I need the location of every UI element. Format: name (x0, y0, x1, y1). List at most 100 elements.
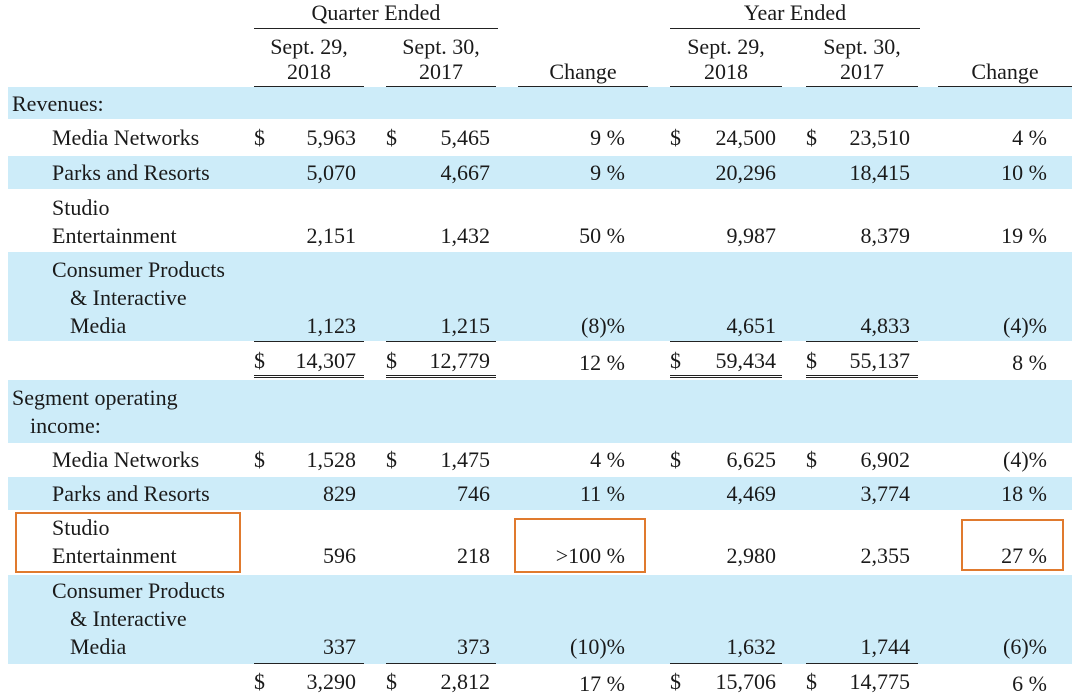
row-label: Consumer Products (52, 257, 225, 282)
cell-y17: 18,415 (849, 160, 911, 185)
band-parks-income (8, 477, 1072, 510)
cell-qchg: 11 % (579, 481, 625, 506)
cell-ychg: (6)% (1003, 634, 1047, 659)
col-q18-line1: Sept. 29, (270, 34, 348, 59)
cell-q18: 1,123 (306, 313, 357, 338)
cell-q18: 337 (323, 634, 356, 659)
cell-y17: 4,833 (860, 313, 911, 338)
cell-q17: 1,432 (440, 223, 491, 248)
cell-q17: 4,667 (440, 160, 491, 185)
row-label: Media Networks (52, 447, 200, 472)
col-y17-line2: 2017 (840, 59, 884, 84)
row-label: Media (70, 634, 127, 659)
col-qchg-header: Change (549, 59, 617, 84)
highlight-box-studio-label (15, 512, 241, 573)
cell-q17: 1,475 (440, 447, 491, 472)
cell-q17: 5,465 (440, 125, 491, 150)
cell-y18: 9,987 (726, 223, 777, 248)
row-label: Entertainment (52, 543, 177, 568)
cell-y17: 2,355 (860, 543, 911, 568)
currency-symbol: $ (386, 348, 397, 373)
currency-symbol: $ (386, 669, 397, 694)
header-rule-q18 (254, 86, 364, 87)
band-segment-header (8, 380, 1072, 443)
total-double-rule-q18 (254, 375, 364, 378)
currency-symbol: $ (670, 125, 681, 150)
total-qchg: 12 % (579, 350, 625, 375)
header-rule-qchg (518, 86, 648, 87)
cell-q18: 1,528 (306, 447, 357, 472)
segment-section-label: Segment operating (12, 385, 178, 410)
currency-symbol: $ (386, 447, 397, 472)
header-rule-ychg (938, 86, 1072, 87)
cell-q17: 218 (457, 543, 490, 568)
currency-symbol: $ (806, 348, 817, 373)
cell-qchg: 9 % (590, 160, 625, 185)
cell-y18: 4,651 (726, 313, 777, 338)
cell-q17: 373 (457, 634, 490, 659)
row-label: & Interactive (70, 606, 187, 631)
highlight-box-studio-qchg (514, 518, 646, 573)
header-rule-y17 (806, 86, 918, 87)
subtotal-rule-q18 (254, 341, 364, 342)
row-label: & Interactive (70, 285, 187, 310)
currency-symbol: $ (386, 125, 397, 150)
cell-ychg: (4)% (1003, 447, 1047, 472)
cell-ychg: 27 % (1001, 543, 1047, 568)
currency-symbol: $ (254, 669, 265, 694)
total-ychg: 8 % (1012, 350, 1047, 375)
cell-q18: 596 (323, 543, 356, 568)
cell-qchg: 4 % (590, 447, 625, 472)
cell-q18: 829 (323, 481, 356, 506)
subtotal-rule-q17 (386, 663, 496, 664)
cell-q18: 5,070 (306, 160, 357, 185)
total-y18: 59,434 (715, 348, 777, 373)
subtotal-rule-y17 (806, 663, 918, 664)
cell-qchg: 50 % (579, 223, 625, 248)
band-consumer-income (8, 575, 1072, 664)
subtotal-rule-y17 (806, 341, 918, 342)
total-q17: 12,779 (429, 348, 491, 373)
revenues-section-label: Revenues: (12, 91, 104, 116)
currency-symbol: $ (670, 348, 681, 373)
total-y17: 14,775 (849, 669, 911, 694)
quarter-ended-header: Quarter Ended (311, 0, 441, 25)
row-label: Media (70, 313, 127, 338)
subtotal-rule-y18 (670, 663, 782, 664)
year-ended-header: Year Ended (743, 0, 847, 25)
year-ended-rule (670, 28, 920, 29)
col-q18-line2: 2018 (287, 59, 331, 84)
col-y18-line2: 2018 (704, 59, 748, 84)
cell-y18: 24,500 (715, 125, 777, 150)
cell-ychg: 18 % (1001, 481, 1047, 506)
row-label: Entertainment (52, 223, 177, 248)
cell-ychg: (4)% (1003, 313, 1047, 338)
col-ychg-header: Change (971, 59, 1039, 84)
cell-qchg: (10)% (570, 634, 625, 659)
cell-y17: 3,774 (860, 481, 911, 506)
quarter-ended-rule (254, 28, 498, 29)
currency-symbol: $ (254, 125, 265, 150)
cell-ychg: 4 % (1012, 125, 1047, 150)
total-q17: 2,812 (440, 669, 491, 694)
header-rule-q17 (386, 86, 496, 87)
band-revenues-header (8, 87, 1072, 119)
cell-y18: 6,625 (726, 447, 777, 472)
cell-y17: 8,379 (860, 223, 911, 248)
cell-q17: 1,215 (440, 313, 491, 338)
col-y17-line1: Sept. 30, (823, 34, 901, 59)
total-ychg: 6 % (1012, 671, 1047, 696)
col-q17-line2: 2017 (419, 59, 463, 84)
cell-ychg: 19 % (1001, 223, 1047, 248)
total-double-rule-y18 (670, 375, 782, 378)
currency-symbol: $ (806, 125, 817, 150)
cell-qchg: 9 % (590, 125, 625, 150)
cell-qchg: (8)% (581, 313, 625, 338)
total-q18: 14,307 (295, 348, 357, 373)
row-label: Parks and Resorts (52, 160, 210, 185)
row-label: Studio (52, 195, 110, 220)
cell-q18: 5,963 (306, 125, 357, 150)
cell-y18: 1,632 (726, 634, 777, 659)
row-label: Consumer Products (52, 578, 225, 603)
cell-y17: 23,510 (849, 125, 911, 150)
